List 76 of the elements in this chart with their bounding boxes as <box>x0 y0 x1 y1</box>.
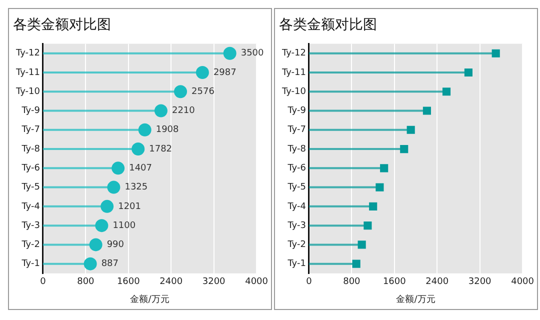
point <box>380 164 388 172</box>
point <box>89 238 102 252</box>
y-tick-label: Ty-2 <box>20 240 40 250</box>
point <box>132 142 145 156</box>
y-tick-label: Ty-3 <box>20 220 40 231</box>
point <box>95 219 108 232</box>
point <box>422 106 432 115</box>
x-axis-title: 金额/万元 <box>396 294 436 305</box>
point <box>364 222 372 230</box>
y-tick-label: Ty-7 <box>20 125 40 136</box>
point <box>174 85 188 98</box>
data-label: 1908 <box>156 125 180 136</box>
point <box>376 183 384 192</box>
y-tick-label: Ty-1 <box>20 259 40 270</box>
y-tick-label: Ty-8 <box>20 144 40 154</box>
x-tick-label: 2400 <box>160 277 183 288</box>
x-tick-label: 4000 <box>245 277 268 288</box>
point <box>154 104 168 118</box>
point <box>196 66 209 79</box>
data-label: 1325 <box>124 182 148 193</box>
y-tick-label: Ty-10 <box>280 86 306 97</box>
y-tick-label: Ty-8 <box>286 144 306 154</box>
y-tick-label: Ty-4 <box>286 202 306 212</box>
x-tick-label: 0 <box>40 277 46 288</box>
y-tick-label: Ty-5 <box>20 182 40 193</box>
y-tick-label: Ty-9 <box>20 106 40 116</box>
point <box>492 49 500 58</box>
y-tick-label: Ty-6 <box>20 164 40 174</box>
point <box>112 162 125 175</box>
y-tick-label: Ty-1 <box>286 259 306 270</box>
chart-title: 各类金额对比图 <box>13 17 111 34</box>
data-label: 2987 <box>213 68 236 78</box>
point <box>100 200 114 213</box>
data-label: 3500 <box>240 48 264 59</box>
y-tick-label: Ty-11 <box>14 68 40 78</box>
data-label: 887 <box>101 259 119 270</box>
data-label: 2576 <box>192 86 215 97</box>
point <box>406 126 415 134</box>
point <box>400 145 408 154</box>
x-tick-label: 1600 <box>116 277 140 288</box>
point <box>464 68 472 77</box>
y-tick-label: Ty-4 <box>20 202 40 212</box>
y-tick-label: Ty-3 <box>286 220 306 231</box>
point <box>352 260 360 268</box>
point <box>84 257 97 270</box>
point <box>107 180 120 194</box>
data-label: 1407 <box>129 164 152 174</box>
data-label: 1100 <box>112 220 136 231</box>
data-label: 990 <box>106 240 124 250</box>
point <box>223 46 236 60</box>
y-tick-label: Ty-5 <box>286 182 306 193</box>
x-tick-label: 4000 <box>511 277 534 288</box>
point <box>358 240 366 249</box>
point <box>442 88 451 96</box>
y-tick-label: Ty-10 <box>14 86 40 97</box>
y-tick-label: Ty-6 <box>286 164 306 174</box>
y-tick-label: Ty-9 <box>286 106 306 116</box>
y-tick-label: Ty-12 <box>14 48 40 59</box>
y-tick-label: Ty-12 <box>280 48 306 59</box>
x-tick-label: 1600 <box>382 277 406 288</box>
y-tick-label: Ty-7 <box>286 125 306 136</box>
point <box>138 123 152 136</box>
x-tick-label: 800 <box>343 277 361 288</box>
x-tick-label: 800 <box>77 277 95 288</box>
data-label: 1782 <box>149 144 172 154</box>
x-tick-label: 3200 <box>468 277 492 288</box>
chart-title: 各类金额对比图 <box>279 17 377 34</box>
x-tick-label: 0 <box>306 277 312 288</box>
x-tick-label: 3200 <box>202 277 226 288</box>
point <box>369 202 378 210</box>
x-axis-title: 金额/万元 <box>130 294 170 305</box>
x-tick-label: 2400 <box>426 277 449 288</box>
data-label: 2210 <box>172 106 196 116</box>
y-tick-label: Ty-11 <box>280 68 306 78</box>
y-tick-label: Ty-2 <box>286 240 306 250</box>
data-label: 1201 <box>118 202 141 212</box>
